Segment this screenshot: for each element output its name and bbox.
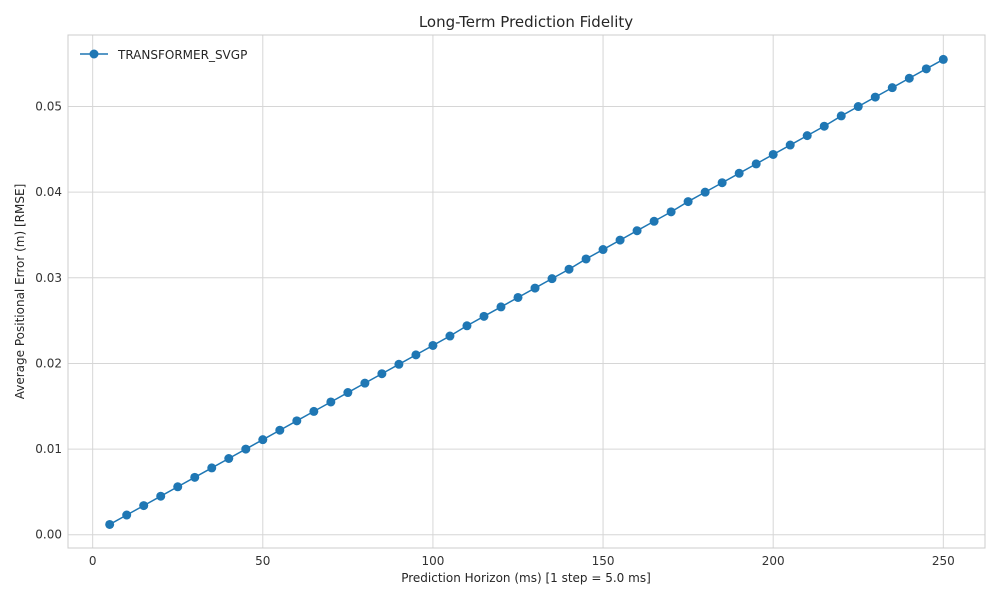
- data-point: [615, 235, 625, 245]
- data-point: [632, 226, 642, 236]
- data-point: [581, 254, 591, 264]
- data-point: [428, 340, 438, 350]
- data-point: [870, 92, 880, 102]
- plot-frame: [67, 34, 986, 549]
- y-tick-label: 0.01: [35, 442, 62, 456]
- grid: [68, 35, 985, 548]
- data-point: [258, 435, 268, 445]
- x-tick-label: 250: [932, 554, 955, 568]
- series: [105, 54, 948, 529]
- data-point: [139, 501, 149, 511]
- data-point: [700, 187, 710, 197]
- data-point: [122, 510, 132, 520]
- data-point: [836, 111, 846, 121]
- series-line: [109, 58, 944, 526]
- x-axis-label: Prediction Horizon (ms) [1 step = 5.0 ms…: [401, 571, 651, 585]
- data-point: [411, 350, 421, 360]
- x-tick-label: 0: [89, 554, 97, 568]
- legend-label: TRANSFORMER_SVGP: [117, 48, 247, 62]
- data-point: [751, 159, 761, 169]
- data-point: [938, 54, 948, 64]
- chart-title: Long-Term Prediction Fidelity: [419, 13, 633, 31]
- y-axis-label: Average Positional Error (m) [RMSE]: [13, 184, 27, 400]
- data-point: [190, 472, 200, 482]
- tick-labels: 0 50 100 150 200 250 0.00 0.01 0.02 0.03 0.04 0.05: [35, 100, 954, 568]
- data-point: [649, 216, 659, 226]
- data-point: [360, 378, 370, 388]
- data-point: [105, 519, 115, 529]
- y-tick-label: 0.02: [35, 356, 62, 370]
- x-tick-label: 150: [592, 554, 615, 568]
- data-point: [156, 491, 166, 501]
- data-point: [921, 64, 931, 74]
- legend: TRANSFORMER_SVGP: [80, 48, 247, 62]
- data-point: [547, 274, 557, 284]
- data-point: [377, 369, 387, 379]
- data-point: [394, 359, 404, 369]
- data-point: [853, 102, 863, 112]
- data-point: [241, 444, 251, 454]
- data-point: [309, 406, 319, 416]
- y-tick-label: 0.04: [35, 185, 62, 199]
- data-point: [462, 321, 472, 331]
- y-tick-label: 0.03: [35, 271, 62, 285]
- data-point: [666, 207, 676, 217]
- data-point: [292, 416, 302, 426]
- data-point: [785, 140, 795, 150]
- y-tick-label: 0.05: [35, 100, 62, 114]
- data-point: [479, 311, 489, 321]
- data-point: [768, 149, 778, 159]
- data-point: [445, 331, 455, 341]
- data-point: [513, 292, 523, 302]
- data-point: [496, 302, 506, 312]
- data-point: [819, 121, 829, 131]
- data-point: [173, 482, 183, 492]
- data-point: [326, 397, 336, 407]
- data-point: [224, 454, 234, 463]
- x-tick-label: 50: [255, 554, 270, 568]
- data-point: [564, 264, 574, 274]
- legend-marker: [89, 49, 99, 59]
- data-point: [343, 388, 353, 398]
- data-point: [530, 283, 540, 293]
- data-point: [207, 463, 217, 473]
- data-point: [717, 178, 727, 188]
- y-tick-label: 0.00: [35, 528, 62, 542]
- data-point: [802, 131, 812, 141]
- data-point: [734, 168, 744, 178]
- data-point: [887, 83, 897, 93]
- data-point: [598, 245, 608, 255]
- data-point: [275, 425, 285, 435]
- data-point: [904, 73, 914, 83]
- x-tick-label: 200: [762, 554, 785, 568]
- data-point: [683, 197, 693, 207]
- x-tick-label: 100: [421, 554, 444, 568]
